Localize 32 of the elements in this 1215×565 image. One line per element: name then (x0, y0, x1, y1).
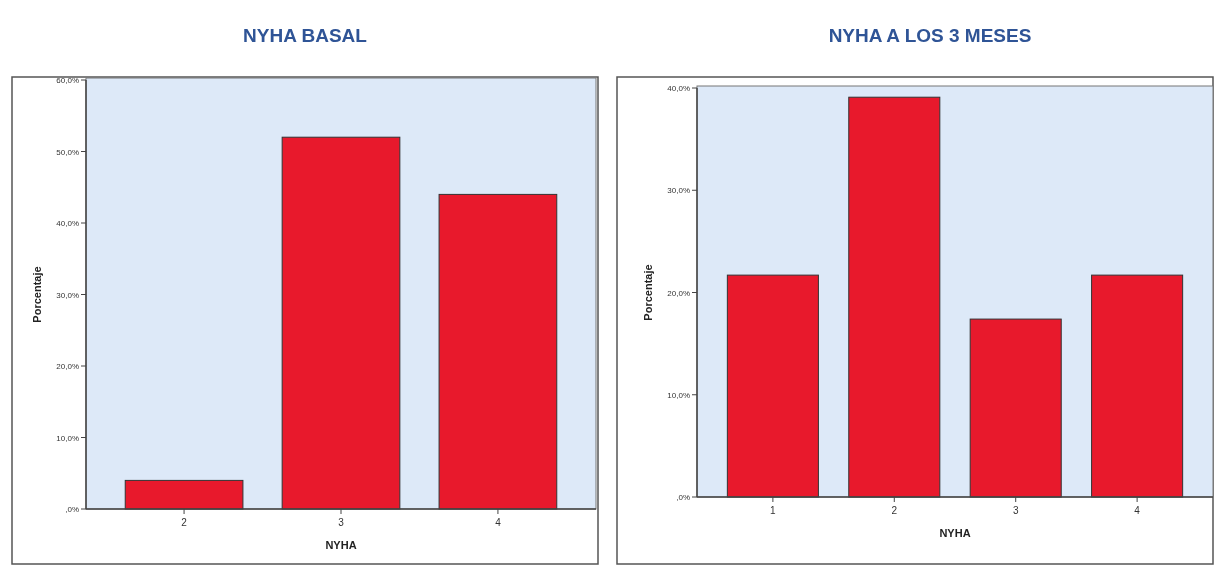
x-tick-label: 2 (181, 517, 188, 528)
chart-title: NYHA A LOS 3 MESES (828, 25, 1032, 46)
x-axis-title: NYHA (939, 527, 971, 539)
x-tick-label: 4 (495, 517, 502, 528)
bar (124, 479, 244, 510)
y-tick-label: 40,0% (667, 84, 690, 93)
bar (438, 193, 558, 510)
y-axis-title: Porcentaje (31, 266, 43, 323)
bar (281, 136, 401, 510)
y-tick-label: 10,0% (56, 433, 79, 443)
y-axis-title: Porcentaje (642, 264, 654, 321)
x-tick-label: 1 (770, 505, 777, 516)
x-tick-label: 3 (338, 517, 345, 528)
bar (969, 318, 1062, 498)
bar (1091, 274, 1184, 498)
y-tick-label: 50,0% (56, 147, 79, 157)
y-tick-label: 30,0% (667, 186, 690, 196)
x-tick-label: 4 (1134, 505, 1141, 516)
y-tick-label: 20,0% (56, 362, 79, 371)
y-tick-label: ,0% (65, 505, 79, 514)
y-tick-label: 20,0% (667, 288, 690, 298)
x-tick-label: 3 (1012, 505, 1019, 516)
chart-title: NYHA BASAL (243, 25, 368, 46)
x-tick-label: 2 (891, 505, 898, 516)
y-tick-label: 10,0% (667, 390, 690, 400)
y-tick-label: 30,0% (56, 290, 79, 300)
y-tick-label: 40,0% (56, 219, 79, 228)
x-axis-title: NYHA (325, 539, 357, 551)
y-tick-label: 60,0% (56, 76, 79, 85)
bar (848, 96, 941, 498)
bar (726, 274, 819, 498)
y-tick-label: ,0% (676, 493, 690, 502)
